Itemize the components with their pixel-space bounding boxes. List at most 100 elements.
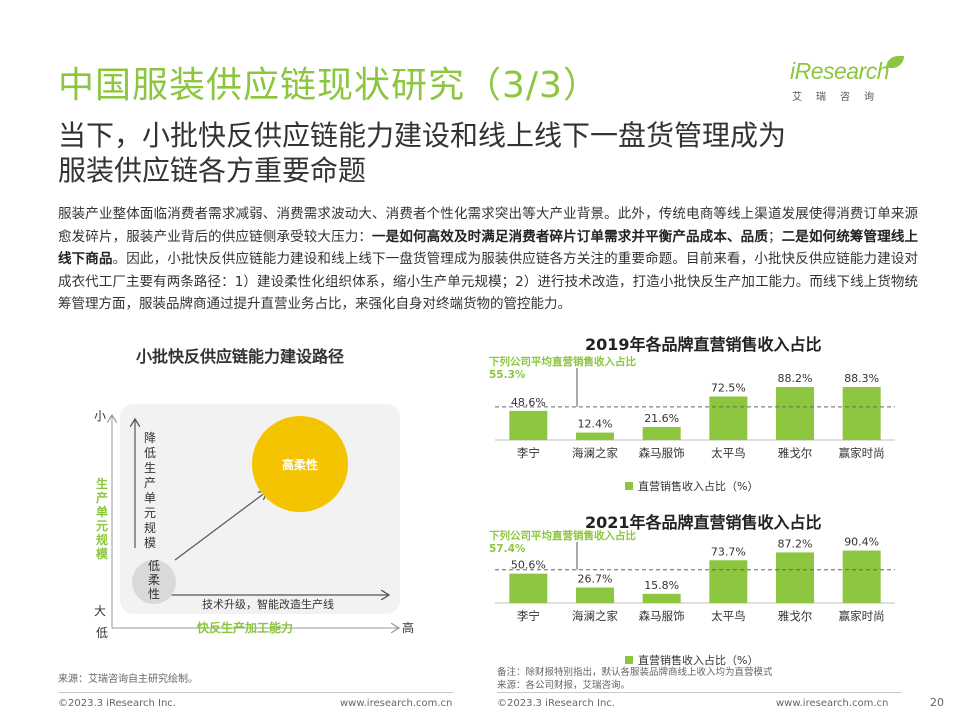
category-label: 雅戈尔 bbox=[778, 609, 813, 623]
y-axis-title-char: 单 bbox=[96, 504, 108, 519]
category-label: 太平鸟 bbox=[711, 446, 746, 460]
category-label: 雅戈尔 bbox=[778, 446, 813, 460]
footer-divider-left bbox=[58, 692, 453, 693]
bar bbox=[776, 552, 814, 603]
vertical-path-label-char: 规 bbox=[144, 520, 156, 535]
bar bbox=[642, 427, 681, 440]
y-axis-bottom-label: 大 bbox=[94, 604, 106, 618]
x-axis-right-label: 高 bbox=[402, 620, 414, 635]
bar-value-label: 26.7% bbox=[578, 573, 613, 586]
y-axis-title-char: 产 bbox=[96, 490, 108, 505]
source-note-left: 来源：艾瑞咨询自主研究绘制。 bbox=[58, 674, 198, 685]
bar-value-label: 15.8% bbox=[644, 579, 679, 592]
bar bbox=[709, 560, 748, 603]
body-text-1: 服装产业整体面临消费者需求减弱、消费需求波动大、消费者个性化需求突出等大产业背景… bbox=[58, 206, 918, 245]
body-bold-2: 二是如何统筹管理线上线下商品 bbox=[58, 228, 919, 268]
bar-value-label: 50.6% bbox=[511, 559, 546, 572]
y-axis-title-char: 生 bbox=[96, 476, 108, 491]
category-label: 海澜之家 bbox=[572, 446, 618, 460]
footer-divider-right bbox=[497, 692, 902, 693]
iresearch-logo: iResearch 艾瑞咨询 bbox=[790, 56, 910, 106]
chart-2021-title: 2021年各品牌直营销售收入占比 bbox=[585, 513, 822, 532]
low-flexibility-label-char: 性 bbox=[148, 587, 160, 601]
bar-value-label: 88.2% bbox=[778, 372, 813, 385]
diagram-title: 小批快反供应链能力建设路径 bbox=[135, 347, 344, 366]
bar-value-label: 72.5% bbox=[711, 382, 746, 395]
body-text-3: 。因此，小批快反供应链能力建设和线上线下一盘货管理成为服装供应链各方关注的重要命… bbox=[58, 251, 919, 312]
y-axis-title-char: 模 bbox=[96, 546, 109, 561]
legend-swatch bbox=[625, 482, 633, 490]
horizontal-path-label: 技术升级，智能改造生产线 bbox=[202, 597, 334, 611]
category-label: 赢家时尚 bbox=[839, 609, 885, 623]
y-axis-title-char: 元 bbox=[96, 519, 108, 533]
bar-value-label: 12.4% bbox=[578, 418, 613, 431]
page-number: 20 bbox=[930, 696, 944, 709]
website-link-right[interactable]: www.iresearch.com.cn bbox=[776, 698, 889, 709]
vertical-path-label-char: 生 bbox=[144, 461, 156, 475]
category-label: 太平鸟 bbox=[711, 609, 746, 623]
low-flexibility-label: 低柔性 bbox=[148, 559, 160, 601]
bar bbox=[509, 410, 548, 440]
bar bbox=[642, 593, 681, 603]
vertical-path-label-char: 低 bbox=[144, 446, 156, 460]
low-flexibility-node bbox=[132, 560, 176, 604]
body-text-2: ； bbox=[767, 228, 782, 245]
high-flexibility-node bbox=[252, 416, 348, 512]
category-label: 森马服饰 bbox=[639, 609, 685, 623]
bar bbox=[576, 587, 614, 603]
low-flexibility-label-char: 柔 bbox=[148, 573, 160, 587]
average-line-value: 55.3% bbox=[489, 369, 526, 381]
vertical-path-label-char: 模 bbox=[144, 536, 156, 550]
x-axis-left-label: 低 bbox=[96, 626, 108, 640]
legend-label: 直营销售收入占比（%） bbox=[638, 653, 758, 667]
high-flexibility-label: 高柔性 bbox=[282, 457, 318, 472]
y-axis-title: 生产单元规模 bbox=[96, 476, 109, 561]
vertical-path-label-char: 降 bbox=[144, 431, 156, 445]
subtitle-line-1: 当下，小批快反供应链能力建设和线上线下一盘货管理成为 bbox=[58, 119, 787, 152]
website-link-left[interactable]: www.iresearch.com.cn bbox=[340, 698, 453, 709]
legend-label: 直营销售收入占比（%） bbox=[638, 479, 758, 493]
bar-value-label: 87.2% bbox=[778, 537, 813, 550]
bar-value-label: 90.4% bbox=[844, 536, 879, 549]
page-subtitle: 当下，小批快反供应链能力建设和线上线下一盘货管理成为 服装供应链各方重要命题 bbox=[58, 118, 918, 188]
average-line-label: 下列公司平均直营销售收入占比 bbox=[489, 529, 636, 542]
legend-swatch bbox=[625, 656, 633, 664]
y-axis-top-label: 小 bbox=[94, 409, 106, 423]
bar bbox=[576, 432, 614, 440]
diagonal-path-arrow bbox=[174, 492, 266, 561]
copyright-left: ©2023.3 iResearch Inc. bbox=[58, 698, 176, 709]
category-label: 赢家时尚 bbox=[839, 446, 885, 460]
category-label: 李宁 bbox=[517, 446, 540, 460]
body-bold-1: 一是如何高效及时满足消费者碎片订单需求并平衡产品成本、品质 bbox=[372, 228, 768, 245]
copyright-right: ©2023.3 iResearch Inc. bbox=[497, 698, 615, 709]
vertical-path-label-char: 单 bbox=[144, 491, 156, 505]
logo-subtext: 艾瑞咨询 bbox=[792, 92, 888, 103]
bar bbox=[842, 550, 881, 603]
y-axis-title-char: 规 bbox=[96, 532, 108, 547]
bar bbox=[842, 387, 881, 440]
vertical-path-label-char: 元 bbox=[144, 506, 156, 520]
bar bbox=[709, 396, 748, 440]
bar bbox=[509, 573, 548, 603]
source-note-right: 来源：各公司财报，艾瑞咨询。 bbox=[497, 680, 631, 691]
x-axis-title: 快反生产加工能力 bbox=[197, 620, 293, 635]
bar-value-label: 73.7% bbox=[711, 545, 746, 558]
bar-value-label: 88.3% bbox=[844, 372, 879, 385]
page-title: 中国服装供应链现状研究（3/3） bbox=[58, 65, 600, 106]
average-line-value: 57.4% bbox=[489, 543, 526, 555]
remark-note-right: 备注：除财报特别指出，默认各服装品牌商线上收入均为直营模式 bbox=[497, 667, 773, 678]
chart-2019-title: 2019年各品牌直营销售收入占比 bbox=[585, 335, 822, 354]
logo-text: iResearch bbox=[790, 58, 890, 84]
vertical-path-label-char: 产 bbox=[144, 476, 156, 490]
bar bbox=[776, 387, 814, 440]
bar-value-label: 21.6% bbox=[644, 412, 679, 425]
average-line-label: 下列公司平均直营销售收入占比 bbox=[489, 355, 636, 368]
category-label: 海澜之家 bbox=[572, 609, 618, 623]
body-paragraph: 服装产业整体面临消费者需求减弱、消费需求波动大、消费者个性化需求突出等大产业背景… bbox=[58, 203, 918, 316]
low-flexibility-label-char: 低 bbox=[148, 559, 160, 573]
bar-value-label: 48.6% bbox=[511, 396, 546, 409]
